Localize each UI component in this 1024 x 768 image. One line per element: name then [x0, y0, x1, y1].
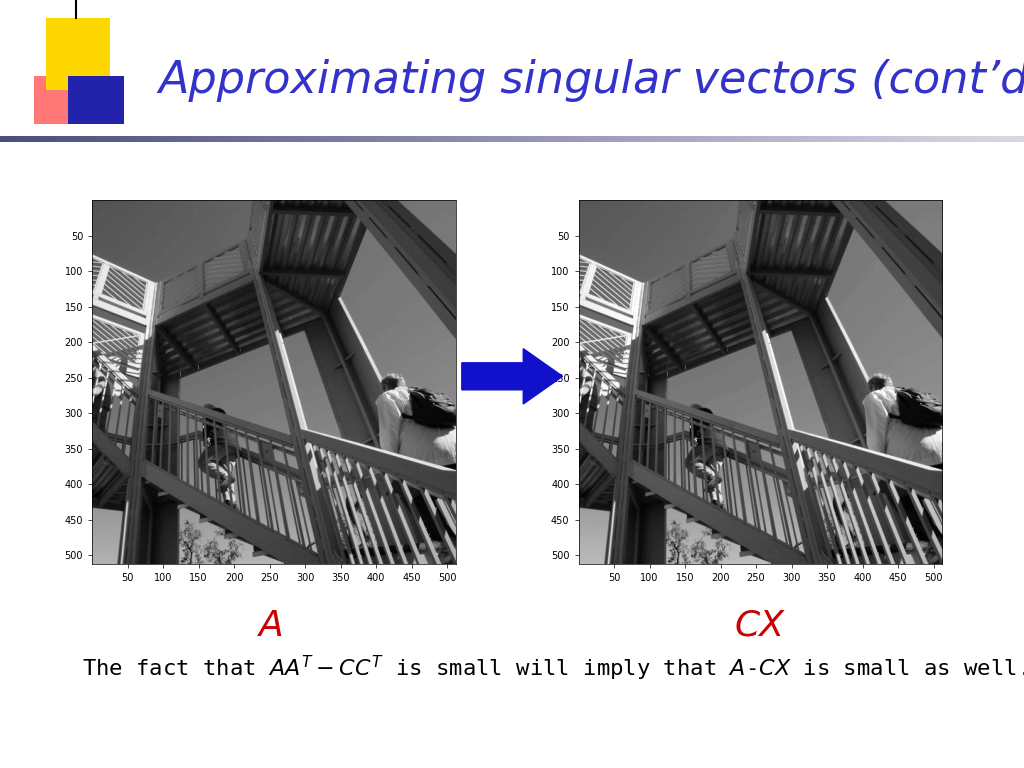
Text: The fact that $\mathit{AA}^T - \mathit{CC}^T$ is small will imply that $\mathit{: The fact that $\mathit{AA}^T - \mathit{C…: [82, 654, 1024, 683]
Text: A: A: [259, 609, 284, 643]
Bar: [34, 76, 90, 124]
Text: Approximating singular vectors (cont’d): Approximating singular vectors (cont’d): [159, 58, 1024, 101]
FancyArrow shape: [462, 349, 562, 404]
Bar: [68, 76, 124, 124]
Text: CX: CX: [735, 609, 784, 643]
Bar: [46, 18, 110, 90]
